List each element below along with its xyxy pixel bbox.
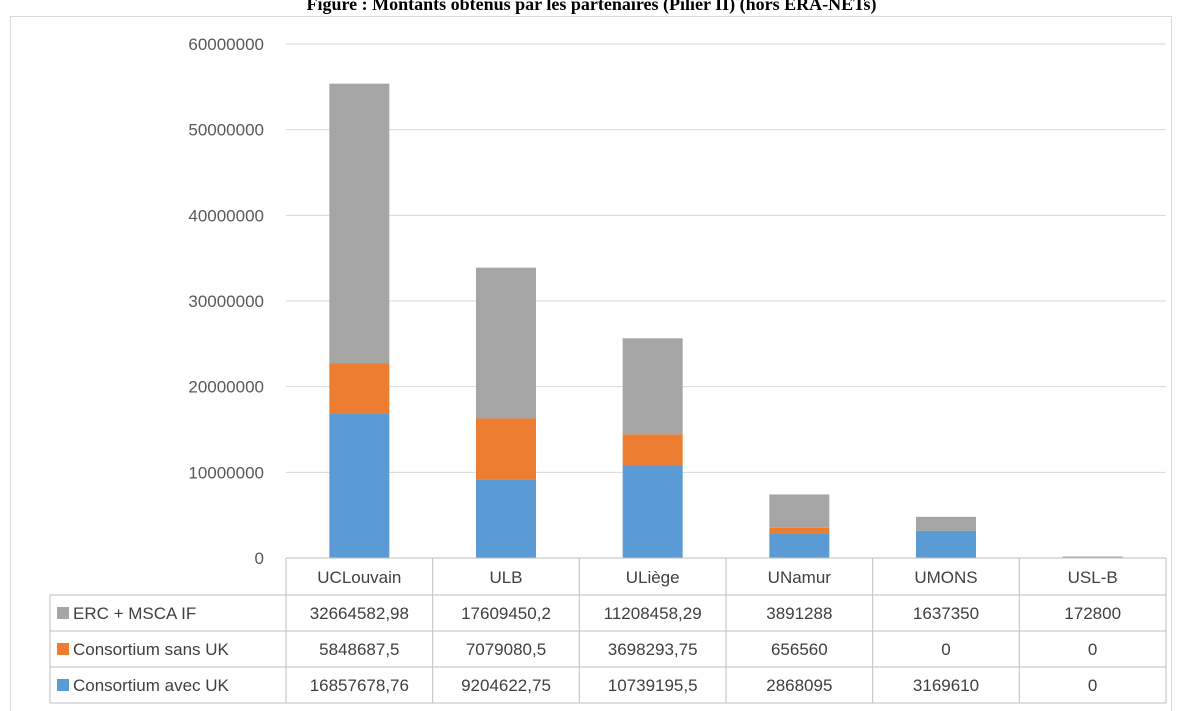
- table-value: 16857678,76: [310, 676, 409, 695]
- chart-title: Figure : Montants obtenus par les parten…: [306, 0, 877, 14]
- table-value: 172800: [1064, 604, 1121, 623]
- table-value: 656560: [771, 640, 828, 659]
- chart-frame: [10, 16, 1172, 711]
- table-value: 3698293,75: [608, 640, 698, 659]
- bar-segment: [1062, 556, 1123, 558]
- bar-segment: [329, 363, 390, 414]
- table-value: 32664582,98: [310, 604, 409, 623]
- table-value: 9204622,75: [461, 676, 551, 695]
- bar-segment: [916, 530, 976, 558]
- bar-segment: [916, 516, 976, 531]
- category-label: UNamur: [768, 568, 832, 587]
- legend-label: Consortium avec UK: [73, 676, 230, 695]
- table-value: 2868095: [766, 676, 832, 695]
- category-label: ULiège: [626, 568, 680, 587]
- table-value: 0: [1088, 676, 1097, 695]
- table-value: 0: [1088, 640, 1097, 659]
- table-value: 10739195,5: [608, 676, 698, 695]
- table-value: 11208458,29: [604, 604, 702, 623]
- table-value: 3169610: [913, 676, 979, 695]
- category-label: UCLouvain: [317, 568, 401, 587]
- y-tick-label: 60000000: [188, 35, 264, 54]
- bar-segment: [476, 479, 536, 558]
- table-value: 0: [941, 640, 950, 659]
- table-value: 7079080,5: [466, 640, 546, 659]
- y-tick-label: 20000000: [188, 378, 264, 397]
- table-value: 17609450,2: [461, 604, 551, 623]
- bar-segment: [769, 527, 830, 534]
- table-value: 3891288: [766, 604, 832, 623]
- category-label: ULB: [489, 568, 522, 587]
- bar-segment: [622, 466, 683, 558]
- y-tick-label: 0: [255, 549, 264, 568]
- y-tick-label: 30000000: [188, 292, 264, 311]
- bar-segment: [329, 413, 390, 558]
- bar-segment: [622, 338, 683, 435]
- legend-key: [57, 607, 69, 619]
- legend-key: [57, 679, 69, 691]
- legend-key: [57, 643, 69, 655]
- y-tick-label: 10000000: [188, 463, 264, 482]
- table-value: 1637350: [913, 604, 979, 623]
- legend-label: Consortium sans UK: [73, 640, 230, 659]
- category-label: UMONS: [914, 568, 977, 587]
- y-tick-label: 40000000: [188, 206, 264, 225]
- category-label: USL-B: [1068, 568, 1118, 587]
- bar-segment: [329, 83, 390, 364]
- table-value: 5848687,5: [319, 640, 399, 659]
- bar-segment: [476, 267, 536, 419]
- y-tick-label: 50000000: [188, 121, 264, 140]
- bar-segment: [476, 418, 536, 480]
- bar-segment: [769, 494, 830, 528]
- bar-segment: [769, 533, 830, 558]
- bar-segment: [622, 434, 683, 467]
- legend-label: ERC + MSCA IF: [73, 604, 196, 623]
